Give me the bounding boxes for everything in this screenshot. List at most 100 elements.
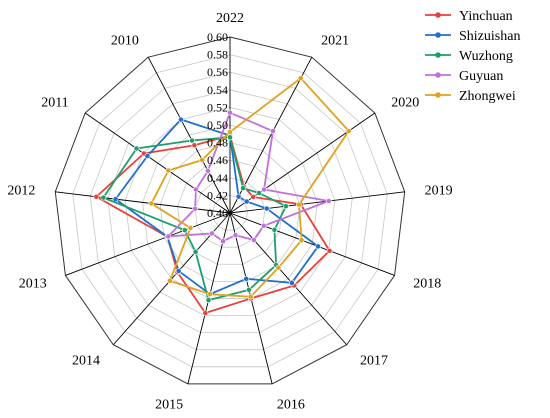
series-line	[95, 134, 331, 314]
data-point	[133, 145, 140, 152]
category-label: 2012	[7, 183, 35, 198]
tick-label: 0.52	[207, 100, 228, 114]
category-label: 2014	[72, 354, 100, 369]
axis-spoke	[229, 212, 348, 346]
category-label: 2017	[360, 354, 388, 369]
axis-spoke	[84, 112, 231, 214]
axis-spoke	[229, 191, 405, 214]
data-point	[178, 116, 184, 123]
category-label: 2020	[391, 96, 419, 111]
data-point	[250, 194, 257, 200]
data-point	[260, 222, 267, 229]
series-zhongwei	[148, 75, 352, 300]
legend-entry: Shizuishan	[425, 29, 520, 44]
data-point	[227, 129, 233, 135]
grid-ring	[177, 159, 283, 265]
legend-marker	[435, 72, 441, 78]
data-point	[275, 264, 282, 271]
series-layer	[93, 75, 352, 316]
tick-label: 0.48	[207, 136, 228, 150]
data-point	[193, 186, 199, 193]
data-point	[270, 128, 276, 135]
legend-entry: Guyuan	[425, 69, 503, 84]
legend-label: Zhongwei	[459, 89, 516, 104]
data-point	[199, 157, 206, 163]
data-point	[288, 279, 295, 286]
data-point	[232, 232, 239, 239]
data-point	[325, 198, 332, 204]
data-point	[165, 167, 172, 174]
category-label: 2022	[216, 11, 244, 26]
axis-spoke	[229, 212, 395, 276]
data-point	[261, 186, 267, 193]
data-point	[192, 205, 198, 212]
data-point	[243, 275, 250, 282]
category-label: 2018	[413, 277, 441, 292]
data-point	[207, 291, 213, 298]
data-point	[209, 230, 215, 237]
tick-label: 0.42	[207, 188, 228, 202]
data-point	[298, 237, 305, 244]
tick-label: 0.50	[207, 118, 228, 132]
grid-ring	[54, 36, 406, 385]
data-point	[166, 277, 173, 284]
data-point	[187, 225, 194, 231]
data-point	[227, 134, 233, 141]
grid-ring	[142, 124, 318, 299]
data-point	[100, 194, 107, 201]
data-point	[227, 109, 233, 116]
grid-ring	[89, 71, 371, 351]
legend-marker	[435, 92, 441, 98]
grid-ring	[212, 194, 248, 231]
data-point	[202, 310, 209, 316]
data-point	[263, 205, 270, 212]
legend-label: Wuzhong	[459, 49, 513, 64]
category-label: 2010	[111, 33, 139, 48]
data-point	[144, 153, 151, 159]
category-label: 2019	[425, 183, 453, 198]
data-point	[271, 226, 278, 233]
data-point	[235, 193, 242, 200]
legend-label: Shizuishan	[459, 29, 520, 44]
legend-marker	[435, 12, 441, 18]
tick-label: 0.46	[207, 153, 228, 167]
data-point	[246, 286, 252, 293]
tick-label: 0.58	[207, 48, 228, 62]
legend-entry: Yinchuan	[425, 9, 513, 24]
data-point	[165, 233, 172, 240]
series-guyuan	[165, 109, 332, 245]
legend-marker	[435, 32, 441, 38]
data-point	[256, 190, 262, 196]
axis-spoke	[65, 212, 231, 276]
series-shizuishan	[112, 116, 321, 298]
grid-ring	[124, 106, 336, 316]
tick-label: 0.40	[207, 206, 228, 220]
axis-spoke	[147, 56, 231, 214]
legend-entry: Zhongwei	[425, 89, 516, 104]
legend-label: Yinchuan	[459, 9, 513, 24]
series-line	[114, 118, 319, 296]
legend-label: Guyuan	[459, 69, 503, 84]
series-line	[167, 111, 330, 243]
legend: Yinchuan Shizuishan Wuzhong Guyuan Zhongwei	[425, 9, 520, 104]
data-point	[205, 297, 212, 304]
data-point	[191, 142, 198, 149]
radial-tick-labels: 0.40 0.42 0.44 0.46 0.48 0.50 0.52 0.54 0.56 0.58…	[207, 30, 228, 220]
grid-ring	[159, 142, 301, 282]
axis-spoke	[55, 191, 231, 214]
radar-axes	[55, 37, 405, 384]
data-point	[296, 201, 302, 208]
legend-marker	[435, 52, 441, 58]
data-point	[247, 293, 254, 300]
data-point	[175, 268, 182, 274]
data-point	[326, 247, 333, 254]
category-label: 2021	[321, 33, 349, 48]
tick-label: 0.44	[207, 171, 228, 185]
data-point	[220, 238, 226, 245]
series-line	[150, 77, 350, 298]
data-point	[345, 128, 352, 134]
legend-entry: Wuzhong	[425, 49, 513, 64]
data-point	[189, 137, 195, 144]
data-point	[315, 243, 321, 250]
